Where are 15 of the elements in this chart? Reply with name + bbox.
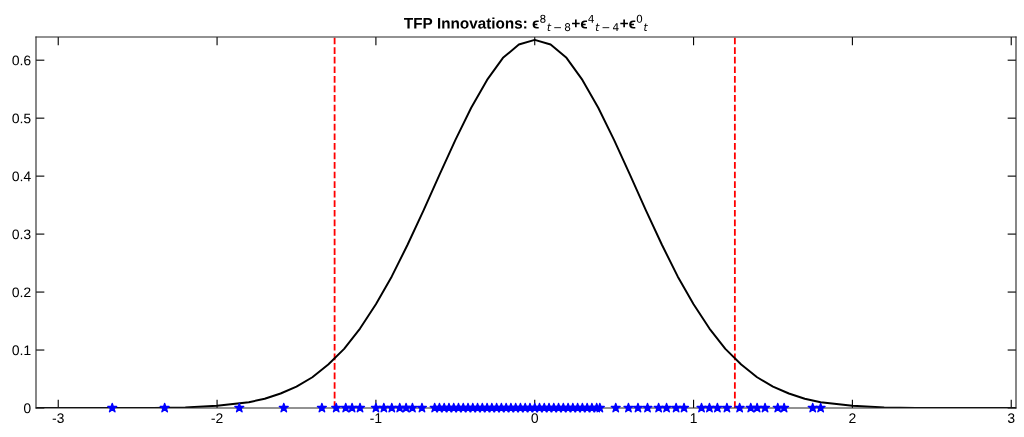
y-tick-label: 0.3 <box>12 229 31 240</box>
y-tick-label: 0 <box>23 403 31 414</box>
y-tick-label: 0.2 <box>12 287 31 298</box>
x-tick-label: 3 <box>1007 413 1015 424</box>
x-tick-label: -3 <box>52 413 64 424</box>
y-tick-label: 0.1 <box>12 345 31 356</box>
y-tick-label: 0.6 <box>12 55 31 66</box>
chart-title: TFP Innovations: ϵ$^{8}$$_{t−8}$+ϵ$^{4}$$_{t−4}$+ϵ$^{0}$$_{t}$ <box>404 14 648 32</box>
y-tick-label: 0.4 <box>12 171 31 182</box>
x-tick-label: 1 <box>690 413 697 423</box>
x-tick-label: 0 <box>531 413 539 424</box>
y-tick-label: 0.5 <box>12 113 31 124</box>
x-tick-label: -1 <box>370 413 382 423</box>
x-tick-label: 2 <box>849 413 856 423</box>
x-tick-label: -2 <box>211 413 223 423</box>
